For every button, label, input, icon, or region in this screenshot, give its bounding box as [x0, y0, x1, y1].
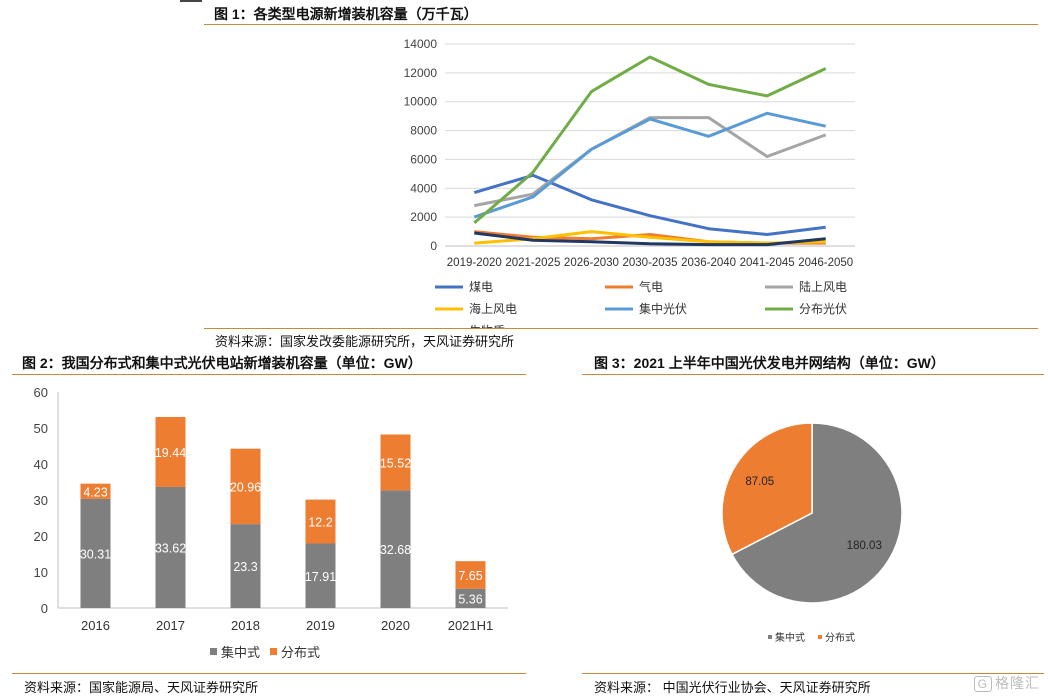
y-tick-label: 2000: [410, 210, 437, 224]
y-tick-label: 60: [34, 385, 48, 400]
legend-label: 分布光伏: [799, 302, 847, 316]
series-line: [474, 231, 826, 247]
pie-slice: [721, 422, 813, 556]
bar-data-label: 4.23: [83, 485, 107, 499]
fig1-title: 图 1：各类型电源新增装机容量（万千瓦）: [214, 6, 478, 22]
y-tick-label: 14000: [404, 37, 438, 51]
y-tick-label: 0: [430, 239, 437, 253]
legend-swatch: [768, 635, 772, 639]
fig2-title: 图 2：我国分布式和集中式光伏电站新增装机容量（单位：GW）: [22, 355, 422, 371]
legend-swatch: [210, 648, 217, 655]
y-tick-label: 8000: [410, 124, 437, 138]
x-tick-label: 2019: [306, 618, 335, 633]
y-tick-label: 40: [34, 457, 48, 472]
legend-label: 煤电: [469, 280, 493, 294]
bar-segment: [155, 486, 186, 608]
x-tick-label: 2017: [156, 618, 185, 633]
fig2-source: 资料来源：国家能源局、天风证券研究所: [24, 680, 259, 695]
legend-label: 分布式: [281, 645, 320, 660]
pie-data-label: 87.05: [745, 476, 774, 488]
y-tick-label: 6000: [410, 152, 437, 166]
legend-label: 生物质: [469, 324, 505, 328]
x-tick-label: 2036-2040: [681, 257, 736, 269]
fig3-bottom-rule: [582, 673, 1044, 674]
bar-segment: [305, 499, 336, 544]
fig2-bottom-rule: [12, 673, 526, 674]
y-tick-label: 20: [34, 529, 48, 544]
series-line: [473, 173, 826, 236]
legend-label: 海上风电: [469, 301, 517, 316]
bar-segment: [380, 490, 411, 608]
bar-data-label: 23.3: [233, 560, 257, 574]
legend-label: 集中光伏: [639, 301, 687, 316]
bar-data-label: 33.62: [155, 541, 186, 555]
x-tick-label: 2026-2030: [564, 257, 619, 269]
pie-chart: 180.03 87.05 集中式 分布式: [721, 422, 903, 644]
fig1-title-rule: [204, 24, 1038, 25]
bar-segment: [455, 561, 486, 589]
series-line: [473, 55, 827, 225]
x-tick-label: 2030-2035: [623, 257, 678, 269]
y-tick-label: 10: [34, 565, 48, 580]
x-tick-label: 2019-2020: [447, 257, 502, 269]
x-tick-label: 2016: [81, 618, 110, 633]
x-tick-label: 2021H1: [448, 618, 494, 633]
header-mark: [180, 0, 202, 2]
watermark: G 格隆汇: [973, 673, 1040, 693]
fig1-bottom-rule: [204, 328, 1038, 329]
bar-segment: [80, 483, 111, 499]
fig2-title-rule: [12, 374, 526, 375]
bar-data-label: 15.52: [380, 456, 411, 470]
y-tick-label: 50: [34, 421, 48, 436]
y-tick-label: 12000: [404, 66, 438, 80]
series-line: [473, 111, 827, 219]
fig1-source: 资料来源：国家发改委能源研究所，天风证券研究所: [215, 334, 515, 349]
watermark-badge: G: [973, 676, 992, 692]
legend-label: 集中式: [775, 631, 805, 644]
legend-label: 陆上风电: [799, 279, 847, 294]
y-tick-label: 30: [34, 493, 48, 508]
pie-slice: [731, 422, 903, 604]
bar-segment: [230, 524, 261, 608]
bar-data-label: 32.68: [380, 543, 411, 557]
x-tick-label: 2046-2050: [798, 257, 853, 269]
fig3-title-rule: [582, 374, 1044, 375]
fig3-source: 资料来源： 中国光伏行业协会、天风证券研究所: [594, 680, 871, 695]
bar-data-label: 5.36: [458, 592, 482, 606]
bar-data-label: 20.96: [230, 480, 261, 494]
y-tick-label: 0: [41, 601, 48, 616]
bar-segment: [455, 588, 486, 608]
legend-swatch: [818, 635, 822, 639]
legend-label: 集中式: [221, 645, 260, 660]
fig3-title: 图 3：2021 上半年中国光伏发电并网结构（单位：GW）: [594, 355, 945, 371]
watermark-text: 格隆汇: [995, 675, 1040, 691]
bar-segment: [80, 498, 111, 608]
bar-segment: [380, 434, 411, 491]
bar-data-label: 17.91: [305, 570, 336, 584]
bar-segment: [305, 543, 336, 608]
legend-label: 分布式: [825, 631, 855, 644]
x-tick-label: 2041-2045: [740, 257, 795, 269]
bar-data-label: 19.44: [155, 446, 186, 460]
bar-data-label: 7.65: [458, 569, 482, 583]
bar-data-label: 12.2: [308, 516, 332, 530]
x-tick-label: 2018: [231, 618, 260, 633]
legend-swatch: [270, 648, 277, 655]
y-tick-label: 4000: [410, 181, 437, 195]
pie-data-label: 180.03: [847, 540, 882, 552]
y-tick-label: 10000: [404, 95, 438, 109]
x-tick-label: 2020: [381, 618, 410, 633]
x-tick-label: 2021-2025: [505, 257, 560, 269]
bar-segment: [230, 448, 261, 525]
bar-data-label: 30.31: [80, 547, 111, 561]
bar-segment: [155, 416, 186, 487]
stacked-bar-chart: 0 10 20 30 40 50 60 30.31 4.23 2016 33.62 19.44 2017…: [34, 385, 508, 660]
line-chart: 0 2000 4000 6000 8000 10000 12000 14000 2019-202…: [404, 37, 855, 328]
legend-label: 气电: [639, 279, 663, 294]
